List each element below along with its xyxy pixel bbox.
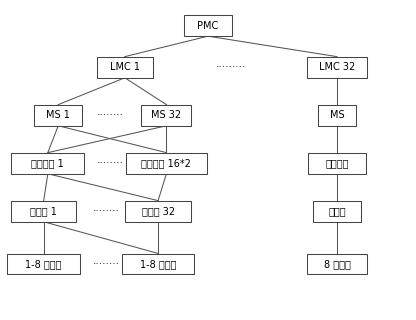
Text: ·········: ········· (215, 62, 246, 72)
FancyBboxPatch shape (184, 15, 232, 36)
FancyBboxPatch shape (35, 105, 82, 125)
FancyBboxPatch shape (7, 253, 80, 275)
Text: 光路由 32: 光路由 32 (141, 206, 175, 216)
FancyBboxPatch shape (141, 105, 191, 125)
FancyBboxPatch shape (308, 153, 366, 173)
Text: 1-8 段光纤: 1-8 段光纤 (25, 259, 62, 269)
Text: 光路由 1: 光路由 1 (30, 206, 57, 216)
Text: 光路由: 光路由 (328, 206, 346, 216)
Text: MS 1: MS 1 (46, 110, 70, 120)
Text: 监测模块 16*2: 监测模块 16*2 (141, 158, 191, 168)
FancyBboxPatch shape (97, 57, 153, 77)
FancyBboxPatch shape (125, 201, 191, 221)
Text: ········: ········ (97, 158, 124, 168)
FancyBboxPatch shape (11, 201, 76, 221)
FancyBboxPatch shape (121, 253, 195, 275)
Text: 监测模块: 监测模块 (325, 158, 349, 168)
FancyBboxPatch shape (313, 201, 361, 221)
Text: ········: ········ (97, 110, 124, 120)
Text: MS: MS (329, 110, 344, 120)
FancyBboxPatch shape (12, 153, 84, 173)
Text: LMC 32: LMC 32 (319, 62, 355, 72)
FancyBboxPatch shape (126, 153, 207, 173)
FancyBboxPatch shape (307, 253, 367, 275)
Text: LMC 1: LMC 1 (110, 62, 140, 72)
FancyBboxPatch shape (318, 105, 356, 125)
Text: 监测模块 1: 监测模块 1 (32, 158, 64, 168)
FancyBboxPatch shape (307, 57, 367, 77)
Text: MS 32: MS 32 (151, 110, 181, 120)
Text: 1-8 段光纤: 1-8 段光纤 (140, 259, 176, 269)
Text: ········: ········ (93, 206, 119, 216)
Text: ········: ········ (93, 259, 119, 269)
Text: 8 段光纤: 8 段光纤 (324, 259, 350, 269)
Text: PMC: PMC (197, 20, 219, 31)
